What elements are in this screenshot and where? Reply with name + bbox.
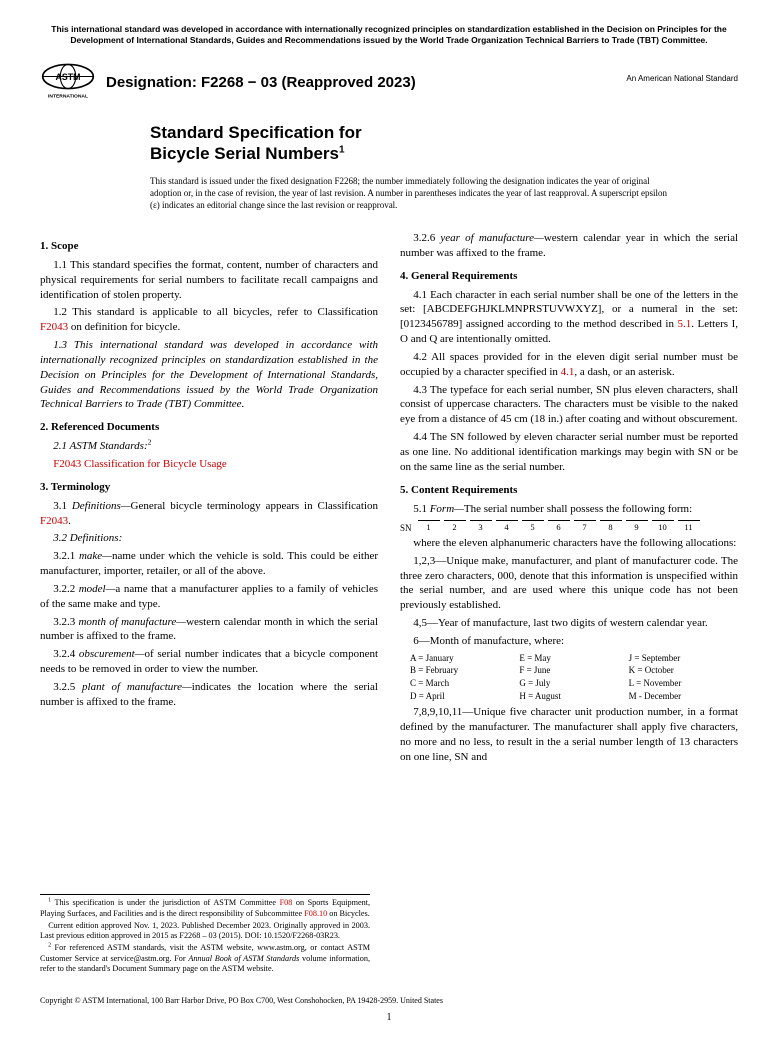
title-line2: Bicycle Serial Numbers [150,144,339,163]
para-5-where: where the eleven alphanumeric characters… [400,536,738,551]
page-number: 1 [387,1012,392,1023]
month-item: G = July [519,677,628,690]
sn-slot: 4 [496,520,518,533]
sn-slot: 3 [470,520,492,533]
section-2-head: 2. Referenced Documents [40,420,378,435]
sn-slot: 10 [652,520,674,533]
para-4-2: 4.2 All spaces provided for in the eleve… [400,350,738,380]
sn-slot: 1 [418,520,440,533]
para-5-45: 4,5—Year of manufacture, last two digits… [400,616,738,631]
link-f2043-class[interactable]: F2043 Classification for Bicycle Usage [53,458,227,470]
footnote-1: 1 This specification is under the jurisd… [40,898,370,919]
astm-logo: ASTM INTERNATIONAL [40,60,96,104]
section-4-head: 4. General Requirements [400,269,738,284]
para-2-1: 2.1 ASTM Standards:2 [40,439,378,454]
link-f2043[interactable]: F2043 [40,321,68,333]
month-item: E = May [519,652,628,665]
para-4-4: 4.4 The SN followed by eleven character … [400,430,738,475]
sn-form-row: SN 1 2 3 4 5 6 7 8 9 10 11 [400,520,738,533]
para-3-2-4: 3.2.4 obscurement—of serial number indic… [40,647,378,677]
month-item: A = January [410,652,519,665]
para-3-1: 3.1 Definitions—General bicycle terminol… [40,499,378,529]
footnotes: 1 This specification is under the jurisd… [40,894,370,976]
designation: Designation: F2268 − 03 (Reapproved 2023… [106,74,416,91]
para-1-3: 1.3 This international standard was deve… [40,338,378,412]
para-3-2: 3.2 Definitions: [40,531,378,546]
svg-text:ASTM: ASTM [56,72,81,82]
top-notice: This international standard was develope… [40,24,738,46]
para-3-2-1: 3.2.1 make—name under which the vehicle … [40,549,378,579]
sn-slot: 2 [444,520,466,533]
para-1-2: 1.2 This standard is applicable to all b… [40,305,378,335]
copyright: Copyright © ASTM International, 100 Barr… [40,996,443,1005]
issuance-note: This standard is issued under the fixed … [150,175,678,211]
month-item: H = August [519,690,628,703]
header-row: ASTM INTERNATIONAL Designation: F2268 − … [40,60,738,104]
link-5-1[interactable]: 5.1 [677,318,691,330]
title-line1: Standard Specification for [150,123,362,142]
month-item: K = October [629,664,738,677]
sn-slot: 5 [522,520,544,533]
sn-slot: 8 [600,520,622,533]
section-3-head: 3. Terminology [40,480,378,495]
para-3-2-3: 3.2.3 month of manufacture—western calen… [40,615,378,645]
para-5-711: 7,8,9,10,11—Unique five character unit p… [400,705,738,764]
sn-slot: 11 [678,520,700,533]
para-3-2-6: 3.2.6 year of manufacture—western calend… [400,231,738,261]
title-sup: 1 [339,145,345,156]
para-2-1-link: F2043 Classification for Bicycle Usage [53,457,378,472]
link-4-1[interactable]: 4.1 [561,366,575,378]
ans-note: An American National Standard [626,74,738,83]
para-5-6: 6—Month of manufacture, where: [400,634,738,649]
sn-label: SN [400,522,412,534]
month-item: C = March [410,677,519,690]
sn-slot: 7 [574,520,596,533]
para-3-2-2: 3.2.2 model—a name that a manufacturer a… [40,582,378,612]
link-f0810[interactable]: F08.10 [304,909,327,918]
para-5-1: 5.1 Form—The serial number shall possess… [400,502,738,517]
month-grid: A = January B = February C = March D = A… [410,652,738,702]
para-4-3: 4.3 The typeface for each serial number,… [400,383,738,428]
para-3-2-5: 3.2.5 plant of manufacture—indicates the… [40,680,378,710]
month-item: F = June [519,664,628,677]
month-item: B = February [410,664,519,677]
link-f2043-2[interactable]: F2043 [40,515,68,527]
footnote-2: 2 For referenced ASTM standards, visit t… [40,943,370,975]
document-title: Standard Specification for Bicycle Seria… [150,122,678,165]
para-1-1: 1.1 This standard specifies the format, … [40,258,378,303]
month-item: M - December [629,690,738,703]
section-5-head: 5. Content Requirements [400,483,738,498]
para-5-123: 1,2,3—Unique make, manufacturer, and pla… [400,554,738,613]
para-4-1: 4.1 Each character in each serial number… [400,288,738,347]
month-item: J = September [629,652,738,665]
month-item: L = November [629,677,738,690]
section-1-head: 1. Scope [40,239,378,254]
link-f08[interactable]: F08 [280,898,293,907]
body-columns: 1. Scope 1.1 This standard specifies the… [40,231,738,839]
footnote-1b: Current edition approved Nov. 1, 2023. P… [40,921,370,942]
sn-slot: 6 [548,520,570,533]
svg-text:INTERNATIONAL: INTERNATIONAL [48,93,88,99]
sn-slot: 9 [626,520,648,533]
month-item: D = April [410,690,519,703]
